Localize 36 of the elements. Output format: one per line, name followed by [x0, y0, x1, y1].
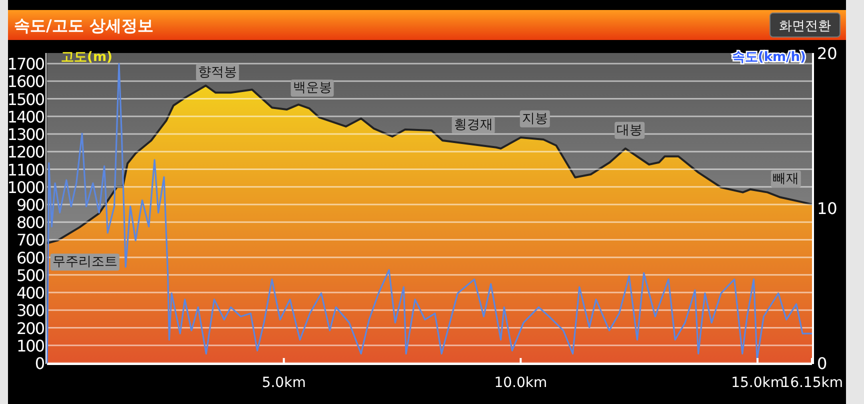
annotation: 빼재	[772, 171, 799, 186]
y2-tick-label: 10	[817, 199, 838, 218]
y-tick-label: 1000	[7, 178, 45, 197]
y-tick-label: 1600	[7, 72, 45, 92]
y-tick-label: 900	[16, 195, 45, 214]
x-tick-label: 16.15km	[781, 375, 843, 391]
y-tick-label: 100	[16, 336, 45, 356]
y-tick-label: 0	[34, 354, 45, 373]
y-tick-label: 700	[16, 230, 45, 250]
x-tick-label: 15.0km	[731, 375, 784, 391]
annotation: 무주리조트	[52, 254, 118, 270]
annotation: 횡경재	[454, 118, 493, 133]
annotation: 향적봉	[198, 64, 238, 80]
y2-axis-title: 속도(km/h)	[732, 50, 806, 65]
y-tick-label: 1500	[7, 90, 45, 109]
text: 화면전환	[779, 19, 831, 34]
y-tick-label: 800	[16, 213, 45, 232]
annotation: 지봉	[522, 111, 548, 126]
y-tick-label: 400	[16, 284, 45, 303]
y-tick-label: 200	[16, 318, 45, 338]
x-tick-label: 5.0km	[262, 375, 306, 391]
y2-tick-label: 20	[817, 44, 838, 63]
y-tick-label: 1300	[7, 125, 45, 144]
y-tick-label: 1100	[7, 160, 45, 180]
annotation: 백운봉	[292, 80, 332, 96]
y-tick-label: 1700	[7, 54, 45, 74]
y-tick-label: 1400	[7, 107, 45, 126]
y2-tick-label: 0	[817, 354, 828, 373]
y-tick-label: 300	[16, 301, 45, 320]
y-tick-label: 500	[16, 266, 45, 285]
annotation: 대봉	[616, 122, 643, 138]
y-tick-label: 1200	[7, 142, 45, 162]
chart-title: 속도/고도 상세정보	[14, 16, 154, 35]
x-tick-label: 10.0km	[494, 375, 548, 391]
y-tick-label: 600	[16, 248, 45, 268]
y-axis-title: 고도(m)	[61, 50, 112, 65]
